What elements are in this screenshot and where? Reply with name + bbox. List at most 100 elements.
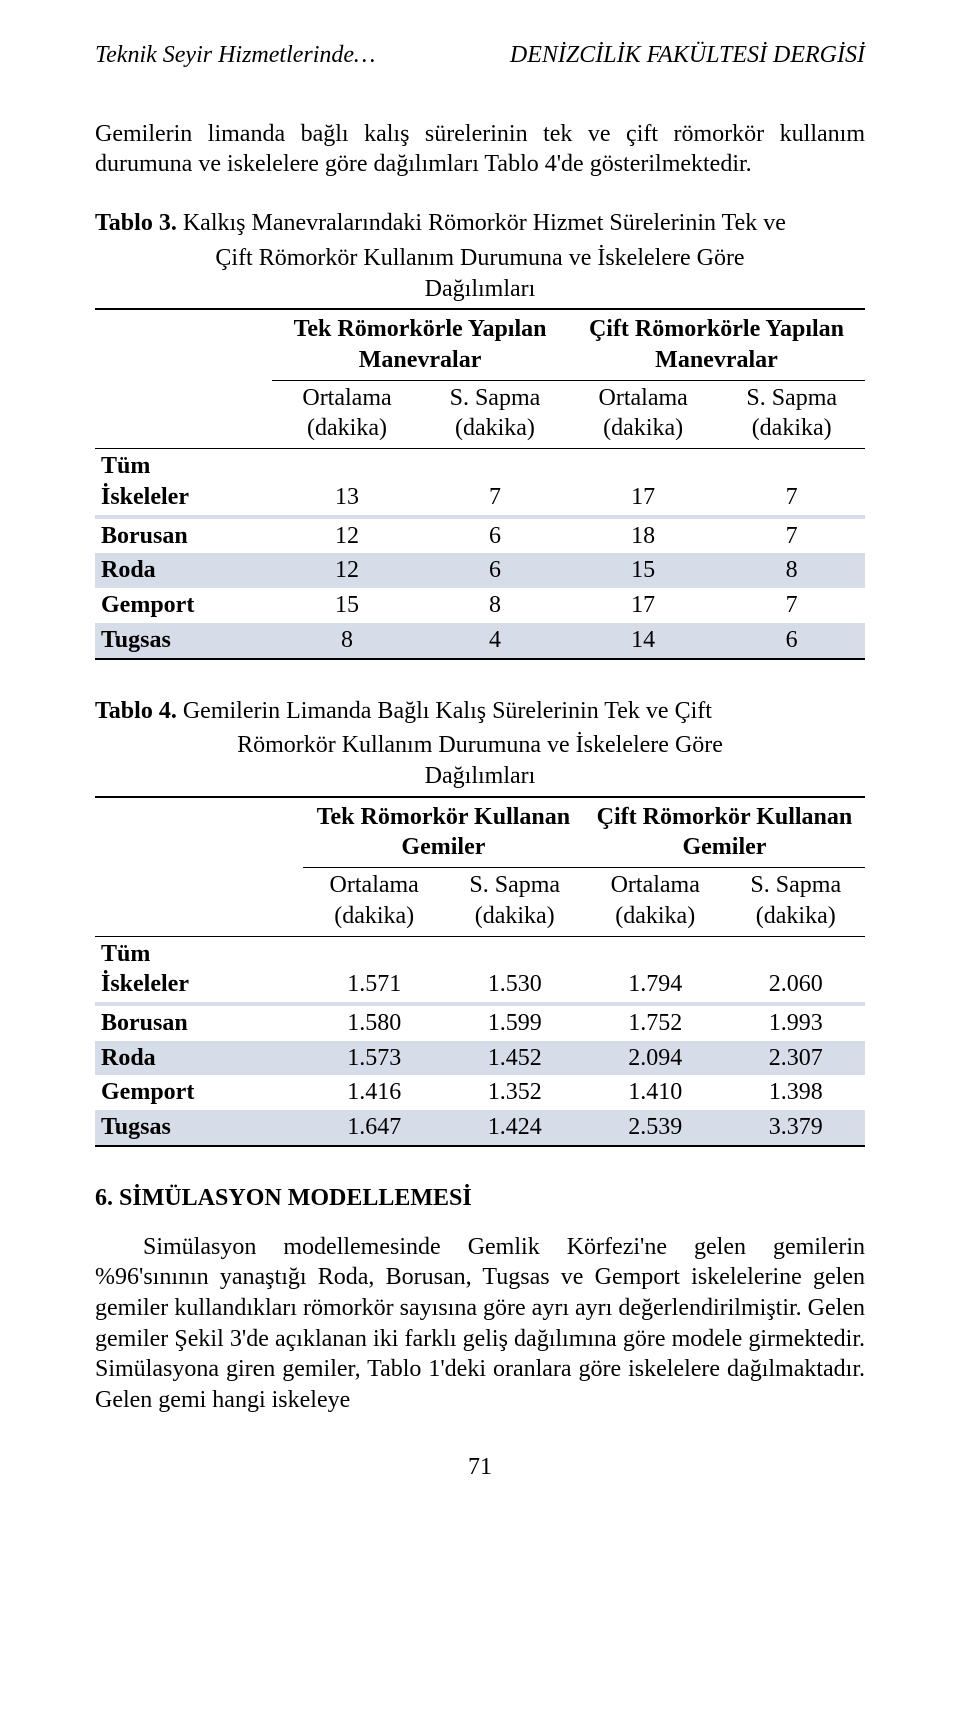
- table4-caption-rest2: Römorkör Kullanım Durumuna ve İskelelere…: [95, 730, 865, 761]
- cell: 17: [568, 449, 718, 515]
- table4-caption-rest3: Dağılımları: [95, 761, 865, 792]
- cell: 15: [272, 588, 422, 623]
- cell: 1.794: [584, 936, 727, 1002]
- cell: 1.993: [727, 1006, 865, 1041]
- body-paragraph: Simülasyon modellemesinde Gemlik Körfezi…: [95, 1232, 865, 1416]
- cell: 3.379: [727, 1110, 865, 1146]
- table4-caption-lines: Römorkör Kullanım Durumuna ve İskelelere…: [95, 730, 865, 791]
- table-row: Borusan1.5801.5991.7521.993: [95, 1006, 865, 1041]
- cell: 6: [422, 519, 568, 554]
- table-row: Tugsas84146: [95, 623, 865, 659]
- cell: 12: [272, 553, 422, 588]
- table4-group-left: Tek Römorkör Kullanan Gemiler: [303, 797, 584, 868]
- cell: 8: [272, 623, 422, 659]
- table4-header-sub: Ortalama (dakika) S. Sapma (dakika) Orta…: [95, 868, 865, 936]
- table3-header-sub: Ortalama (dakika) S. Sapma (dakika) Orta…: [95, 380, 865, 448]
- table4-caption-lead: Tablo 4.: [95, 698, 177, 724]
- row-label: Tugsas: [95, 1110, 303, 1146]
- row-label: Tümİskeleler: [95, 449, 272, 515]
- running-head-left: Teknik Seyir Hizmetlerinde…: [95, 40, 375, 71]
- table3-caption: Tablo 3. Kalkış Manevralarındaki Römorkö…: [95, 208, 865, 239]
- page: Teknik Seyir Hizmetlerinde… DENİZCİLİK F…: [0, 0, 960, 1523]
- table3-header-group: Tek Römorkörle Yapılan Manevralar Çift R…: [95, 309, 865, 380]
- table3: Tek Römorkörle Yapılan Manevralar Çift R…: [95, 308, 865, 659]
- table3-caption-rest2: Çift Römorkör Kullanım Durumuna ve İskel…: [95, 243, 865, 274]
- table3-sub-c3: Ortalama (dakika): [568, 380, 718, 448]
- cell: 1.352: [446, 1075, 584, 1110]
- page-number: 71: [95, 1452, 865, 1483]
- table3-sub-c1: Ortalama (dakika): [272, 380, 422, 448]
- table3-body: Tümİskeleler137177Borusan126187Roda12615…: [95, 449, 865, 659]
- table4: Tek Römorkör Kullanan Gemiler Çift Römor…: [95, 796, 865, 1147]
- cell: 1.580: [303, 1006, 446, 1041]
- cell: 2.307: [727, 1041, 865, 1076]
- cell: 2.094: [584, 1041, 727, 1076]
- table-row: Roda1.5731.4522.0942.307: [95, 1041, 865, 1076]
- table4-sub-c1: Ortalama (dakika): [303, 868, 446, 936]
- cell: 1.571: [303, 936, 446, 1002]
- cell: 1.452: [446, 1041, 584, 1076]
- cell: 1.398: [727, 1075, 865, 1110]
- cell: 7: [718, 519, 865, 554]
- row-label: Tugsas: [95, 623, 272, 659]
- table-row: Borusan126187: [95, 519, 865, 554]
- cell: 8: [718, 553, 865, 588]
- cell: 1.410: [584, 1075, 727, 1110]
- cell: 13: [272, 449, 422, 515]
- intro-paragraph: Gemilerin limanda bağlı kalış sürelerini…: [95, 119, 865, 180]
- table3-sub-c4: S. Sapma (dakika): [718, 380, 865, 448]
- cell: 4: [422, 623, 568, 659]
- table4-sub-c3: Ortalama (dakika): [584, 868, 727, 936]
- table-row: Roda126158: [95, 553, 865, 588]
- cell: 1.752: [584, 1006, 727, 1041]
- cell: 1.599: [446, 1006, 584, 1041]
- cell: 1.573: [303, 1041, 446, 1076]
- cell: 6: [718, 623, 865, 659]
- section-heading: 6. SİMÜLASYON MODELLEMESİ: [95, 1183, 865, 1214]
- table4-sub-c2: S. Sapma (dakika): [446, 868, 584, 936]
- cell: 1.530: [446, 936, 584, 1002]
- table4-group-right: Çift Römorkör Kullanan Gemiler: [584, 797, 865, 868]
- row-label: Tümİskeleler: [95, 936, 303, 1002]
- table3-caption-rest1: Kalkış Manevralarındaki Römorkör Hizmet …: [177, 210, 786, 236]
- table-row: Tugsas1.6471.4242.5393.379: [95, 1110, 865, 1146]
- cell: 6: [422, 553, 568, 588]
- table4-caption: Tablo 4. Gemilerin Limanda Bağlı Kalış S…: [95, 696, 865, 727]
- row-label: Gemport: [95, 1075, 303, 1110]
- row-label: Roda: [95, 1041, 303, 1076]
- table3-group-right: Çift Römorkörle Yapılan Manevralar: [568, 309, 865, 380]
- table-row: Gemport158177: [95, 588, 865, 623]
- cell: 18: [568, 519, 718, 554]
- cell: 1.424: [446, 1110, 584, 1146]
- running-head-right: DENİZCİLİK FAKÜLTESİ DERGİSİ: [510, 40, 865, 71]
- cell: 1.416: [303, 1075, 446, 1110]
- running-head: Teknik Seyir Hizmetlerinde… DENİZCİLİK F…: [95, 40, 865, 71]
- cell: 7: [718, 588, 865, 623]
- row-label: Borusan: [95, 1006, 303, 1041]
- cell: 1.647: [303, 1110, 446, 1146]
- table4-sub-c4: S. Sapma (dakika): [727, 868, 865, 936]
- cell: 7: [718, 449, 865, 515]
- row-label: Gemport: [95, 588, 272, 623]
- cell: 2.060: [727, 936, 865, 1002]
- cell: 17: [568, 588, 718, 623]
- table3-caption-lead: Tablo 3.: [95, 210, 177, 236]
- row-label: Roda: [95, 553, 272, 588]
- table3-sub-c2: S. Sapma (dakika): [422, 380, 568, 448]
- table-row: Tümİskeleler1.5711.5301.7942.060: [95, 936, 865, 1002]
- cell: 8: [422, 588, 568, 623]
- table4-header-group: Tek Römorkör Kullanan Gemiler Çift Römor…: [95, 797, 865, 868]
- cell: 15: [568, 553, 718, 588]
- cell: 12: [272, 519, 422, 554]
- cell: 7: [422, 449, 568, 515]
- cell: 2.539: [584, 1110, 727, 1146]
- table3-caption-lines: Çift Römorkör Kullanım Durumuna ve İskel…: [95, 243, 865, 304]
- row-label: Borusan: [95, 519, 272, 554]
- table4-body: Tümİskeleler1.5711.5301.7942.060Borusan1…: [95, 936, 865, 1146]
- table3-caption-rest3: Dağılımları: [95, 274, 865, 305]
- table3-group-left: Tek Römorkörle Yapılan Manevralar: [272, 309, 568, 380]
- table4-caption-rest1: Gemilerin Limanda Bağlı Kalış Sürelerini…: [177, 698, 712, 724]
- table-row: Gemport1.4161.3521.4101.398: [95, 1075, 865, 1110]
- cell: 14: [568, 623, 718, 659]
- table-row: Tümİskeleler137177: [95, 449, 865, 515]
